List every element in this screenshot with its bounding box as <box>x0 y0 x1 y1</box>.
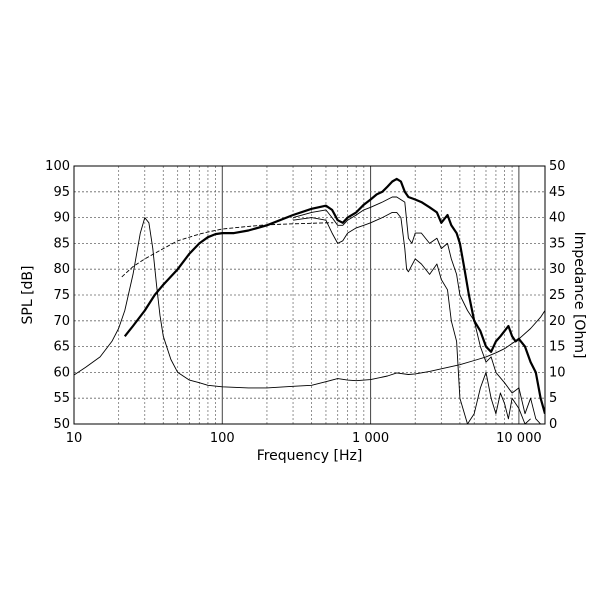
y-tick-label: 55 <box>53 391 70 406</box>
y2-tick-label: 0 <box>549 417 557 432</box>
y-tick-label: 85 <box>53 236 70 251</box>
y2-tick-label: 10 <box>549 365 566 380</box>
y-tick-label: 80 <box>53 262 70 277</box>
y2-tick-label: 5 <box>549 391 557 406</box>
y-axis-title: SPL [dB] <box>20 266 36 325</box>
y-tick-label: 65 <box>53 340 70 355</box>
x-tick-label: 10 <box>66 431 83 446</box>
y-tick-label: 90 <box>53 211 70 226</box>
y-tick-label: 95 <box>53 185 70 200</box>
series-layer <box>74 177 545 424</box>
y2-tick-label: 25 <box>549 288 566 303</box>
x-axis-title: Frequency [Hz] <box>257 448 363 464</box>
y2-tick-label: 50 <box>549 159 566 174</box>
x-tick-label: 1 000 <box>352 431 389 446</box>
spl-curve-3 <box>293 211 531 424</box>
y2-tick-label: 45 <box>549 185 566 200</box>
spl-curve-2 <box>292 196 541 424</box>
grid <box>73 166 545 424</box>
tick-labels: 50 55 60 65 70 75 80 85 90 95 100 0 5 10 15 20 25 30 35 40 4… <box>45 159 565 446</box>
y-tick-label: 70 <box>53 314 70 329</box>
plot-frame <box>73 165 546 425</box>
y2-axis-title: Impedance [Ohm] <box>571 232 587 359</box>
spl-curve-4 <box>121 222 334 278</box>
y2-tick-label: 15 <box>549 340 566 355</box>
y-tick-label: 50 <box>53 417 70 432</box>
y-tick-label: 100 <box>45 159 70 174</box>
x-tick-label: 100 <box>210 431 235 446</box>
x-tick-label: 10 000 <box>496 431 542 446</box>
impedance-curve <box>74 217 545 389</box>
y2-tick-label: 30 <box>549 262 566 277</box>
y-tick-label: 75 <box>53 288 70 303</box>
spl-curve-1 <box>123 177 545 415</box>
y-tick-label: 60 <box>53 365 70 380</box>
y2-tick-label: 20 <box>549 314 566 329</box>
y2-tick-label: 35 <box>549 236 566 251</box>
y2-tick-label: 40 <box>549 211 566 226</box>
